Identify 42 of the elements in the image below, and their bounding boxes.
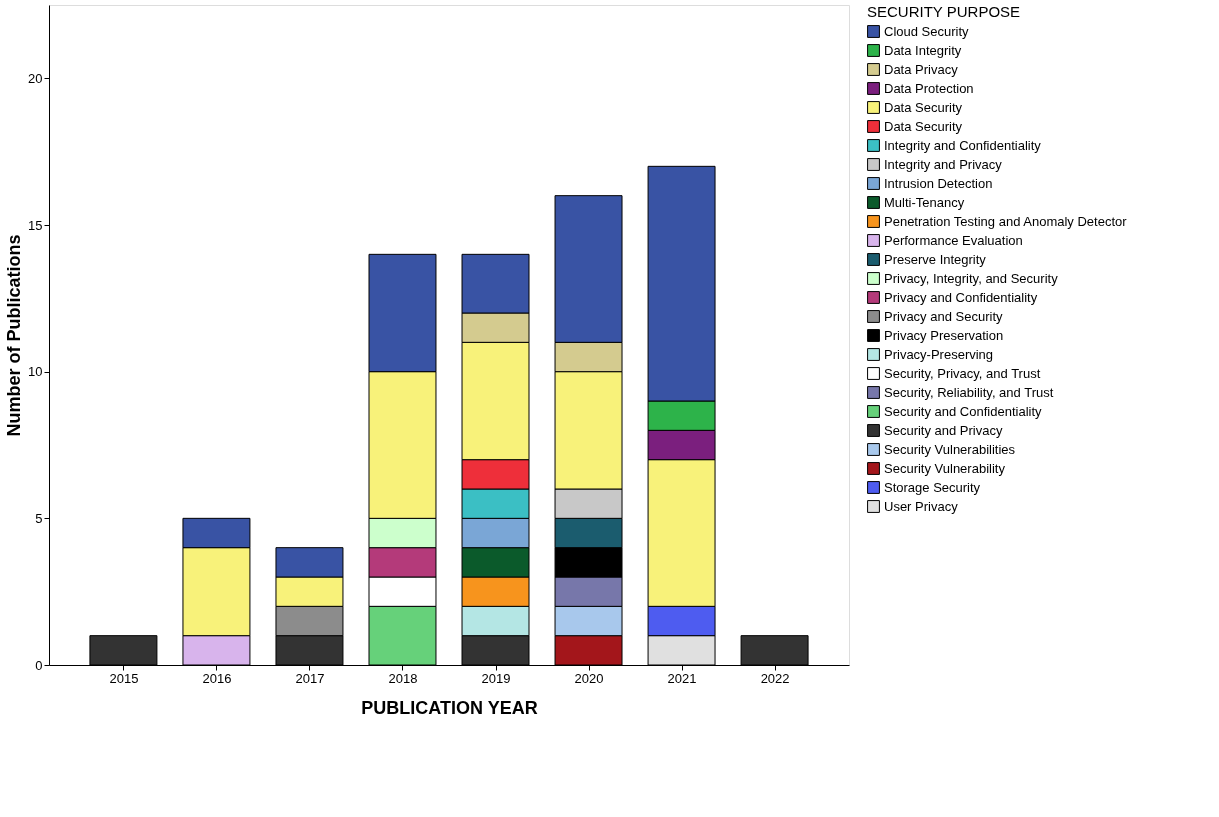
y-tick-label: 20 bbox=[28, 70, 43, 86]
x-tick-label: 2017 bbox=[295, 670, 325, 686]
legend-label: Intrusion Detection bbox=[884, 175, 993, 191]
legend-label: Privacy-Preserving bbox=[884, 346, 994, 362]
x-tick-label: 2018 bbox=[388, 670, 418, 686]
legend-label: Multi-Tenancy bbox=[884, 194, 965, 210]
legend-label: Security, Privacy, and Trust bbox=[884, 365, 1041, 381]
legend-label: Privacy and Security bbox=[884, 308, 1003, 324]
legend-label: User Privacy bbox=[884, 498, 959, 514]
y-tick-label: 5 bbox=[35, 510, 43, 526]
legend-label: Preserve Integrity bbox=[884, 251, 987, 267]
x-tick-label: 2016 bbox=[202, 670, 232, 686]
legend-label: Privacy and Confidentiality bbox=[884, 289, 1038, 305]
legend-label: Security, Reliability, and Trust bbox=[884, 384, 1054, 400]
y-axis-title: Number of Publications bbox=[4, 234, 25, 437]
x-tick-label: 2021 bbox=[667, 670, 697, 686]
legend-label: Penetration Testing and Anomaly Detector bbox=[884, 213, 1128, 229]
legend-label: Data Security bbox=[884, 99, 963, 115]
legend-label: Security and Confidentiality bbox=[884, 403, 1043, 419]
legend-label: Integrity and Privacy bbox=[884, 156, 1003, 172]
legend-label: Performance Evaluation bbox=[884, 232, 1023, 248]
legend-label: Data Integrity bbox=[884, 42, 962, 58]
y-tick-label: 0 bbox=[35, 657, 43, 673]
x-tick-label: 2019 bbox=[481, 670, 511, 686]
x-tick-label: 2020 bbox=[574, 670, 604, 686]
x-axis-title: PUBLICATION YEAR bbox=[361, 697, 538, 718]
legend-label: Security Vulnerabilities bbox=[884, 441, 1016, 457]
legend-label: Storage Security bbox=[884, 479, 981, 495]
legend-label: Security and Privacy bbox=[884, 422, 1003, 438]
legend-title: SECURITY PURPOSE bbox=[867, 3, 1021, 20]
legend-label: Data Privacy bbox=[884, 61, 959, 77]
y-tick-label: 10 bbox=[28, 364, 43, 380]
legend-label: Cloud Security bbox=[884, 23, 970, 39]
legend-label: Security Vulnerability bbox=[884, 460, 1006, 476]
x-tick-label: 2022 bbox=[760, 670, 790, 686]
y-tick-label: 15 bbox=[28, 217, 43, 233]
legend-label: Data Security bbox=[884, 118, 963, 134]
x-tick-label: 2015 bbox=[109, 670, 139, 686]
legend-label: Data Protection bbox=[884, 80, 974, 96]
legend-label: Integrity and Confidentiality bbox=[884, 137, 1042, 153]
legend-label: Privacy, Integrity, and Security bbox=[884, 270, 1059, 286]
legend-label: Privacy Preservation bbox=[884, 327, 1004, 343]
